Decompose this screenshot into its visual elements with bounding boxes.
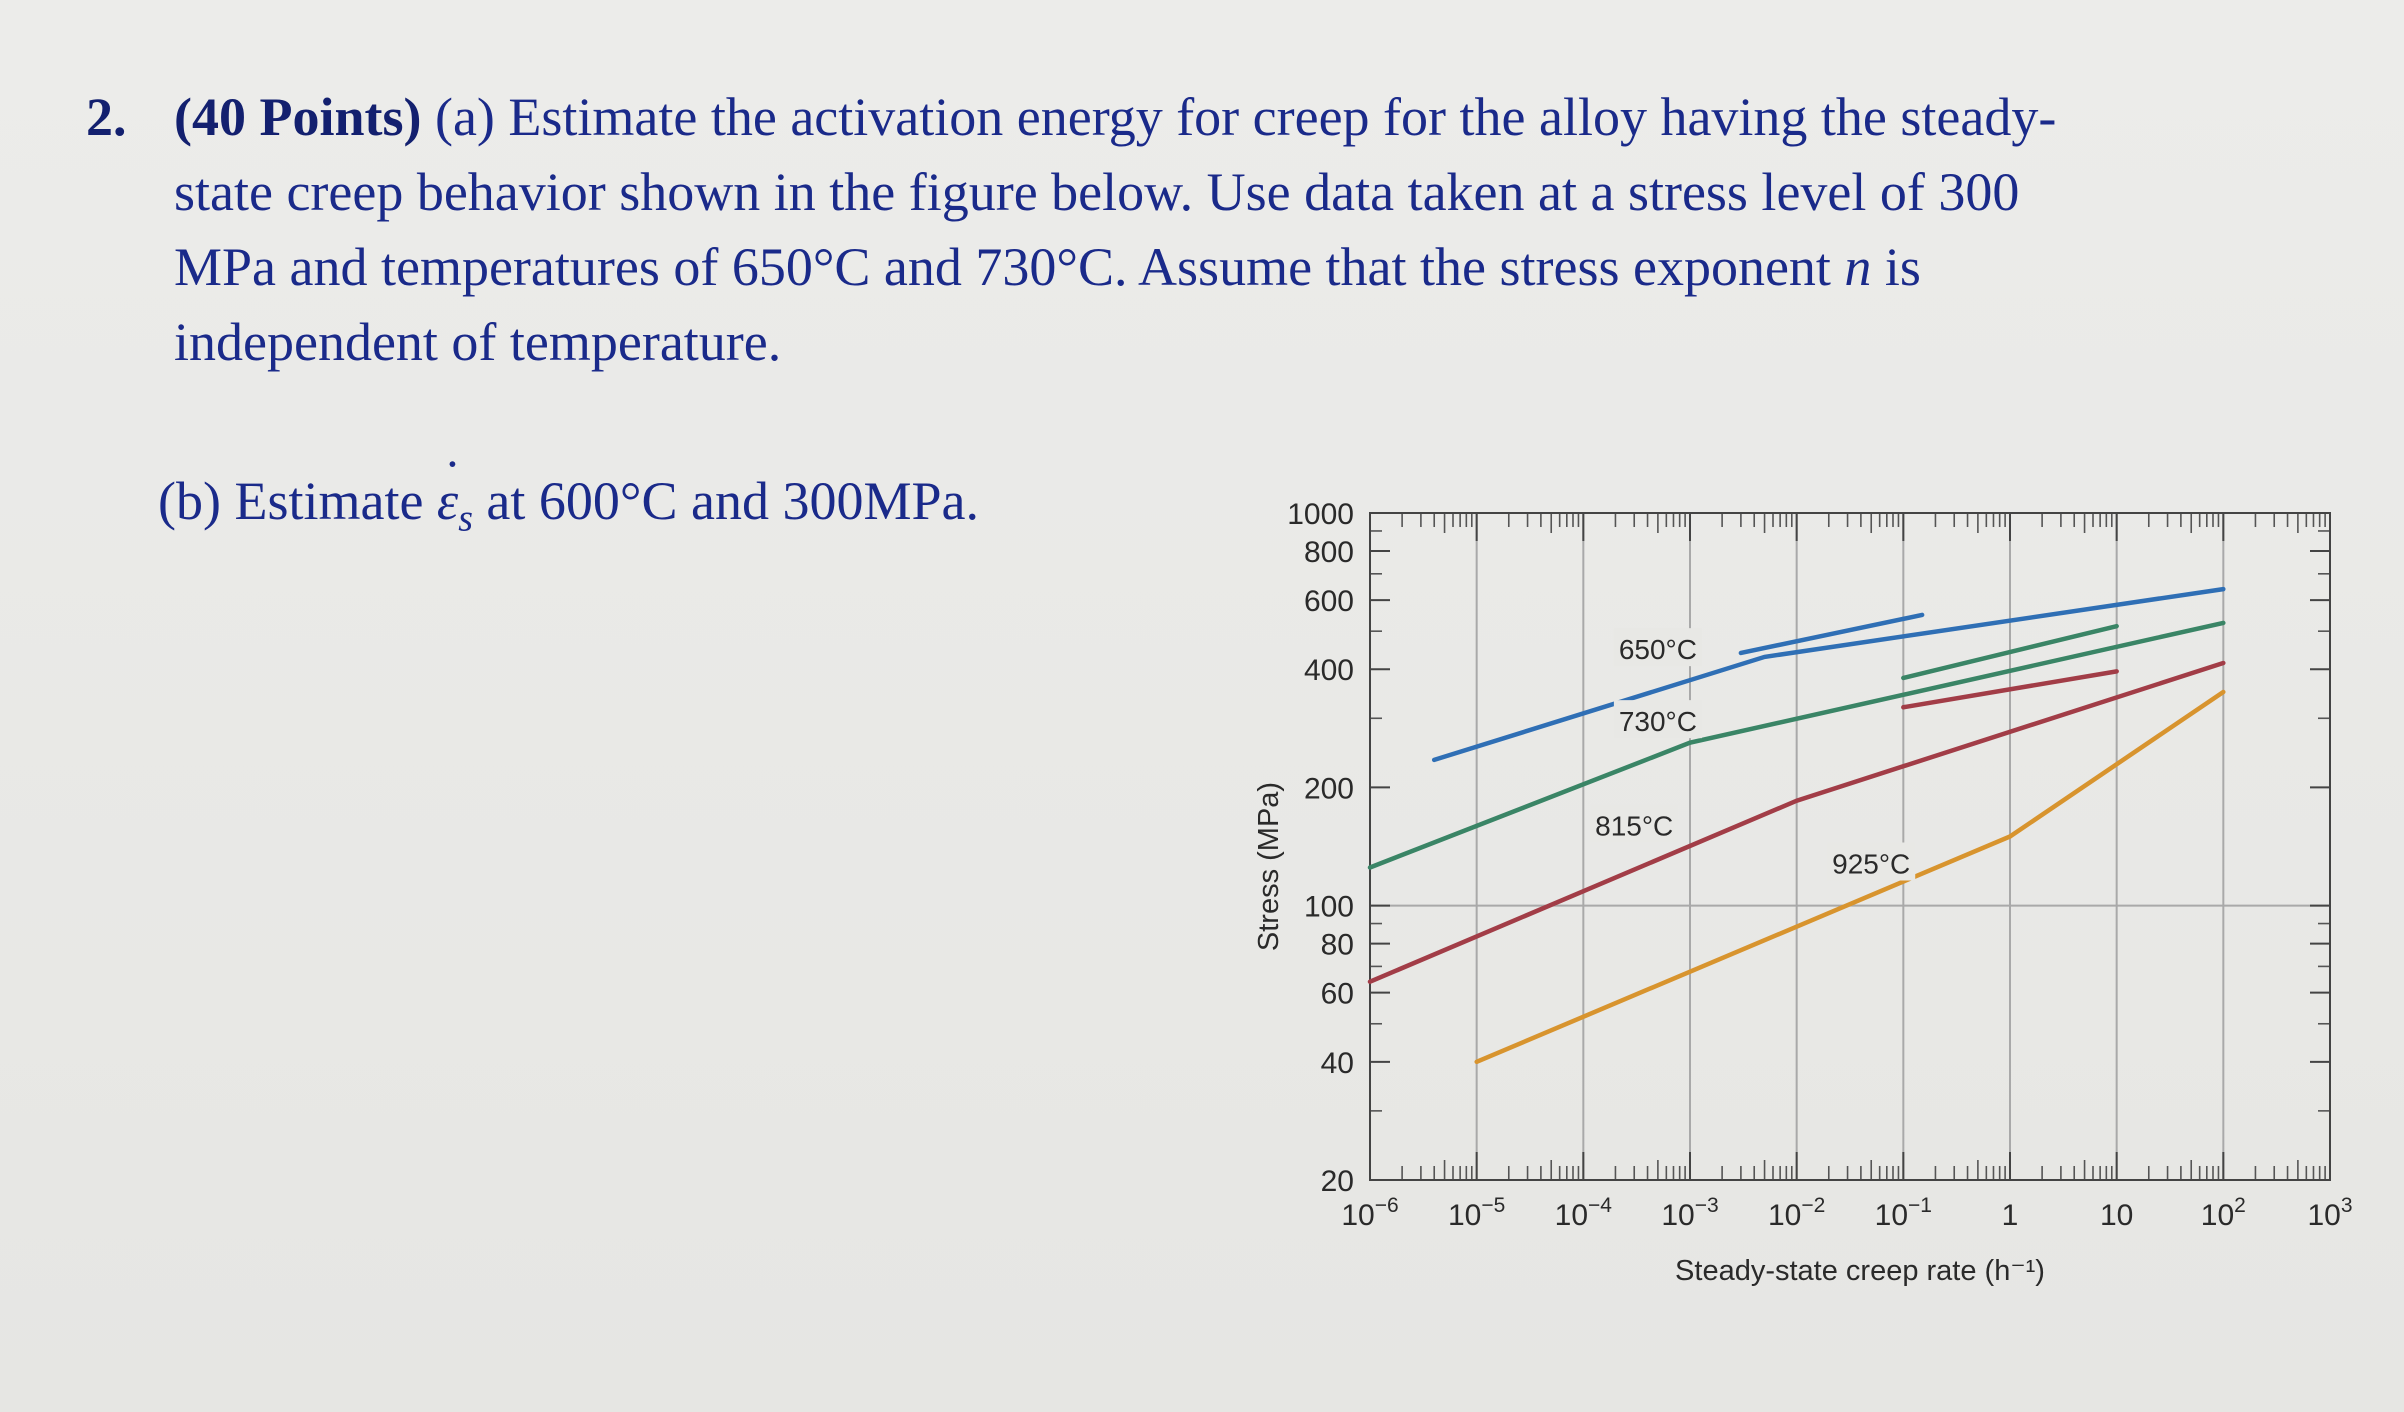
minor-ticks (1369, 512, 2330, 1181)
series-label: 815°C (1595, 810, 1673, 841)
series-layer (1367, 586, 2226, 1065)
part-b-text: at 600°C and 300MPa. (486, 471, 979, 531)
y-tick-label: 800 (1304, 536, 1354, 569)
series-line-1 (1367, 620, 2226, 870)
series-segment-2 (1901, 669, 2119, 710)
x-tick-label: 102 (2201, 1194, 2246, 1232)
problem-line-1-text: Estimate the activation energy for creep… (508, 87, 2057, 147)
x-tick-label: 10−4 (1555, 1194, 1613, 1232)
y-tick-label: 600 (1304, 585, 1354, 618)
series-label: 650°C (1619, 634, 1697, 665)
strain-rate-subscript: s (458, 497, 473, 540)
x-axis-title: Steady-state creep rate (h⁻¹) (1675, 1255, 2045, 1287)
stress-exponent-symbol: n (1844, 237, 1872, 297)
y-tick-label: 80 (1321, 929, 1354, 962)
part-a-label: (a) (434, 87, 495, 147)
series-label: 925°C (1832, 849, 1910, 880)
x-tick-label: 103 (2307, 1194, 2352, 1232)
plot-frame (1369, 512, 2331, 1181)
y-tick-label: 60 (1321, 978, 1354, 1011)
y-axis-title: Stress (MPa) (1253, 782, 1285, 951)
series-label-bg (1827, 842, 1916, 881)
series-label: 730°C (1619, 706, 1697, 737)
part-b-question: (b) Estimate ˙ εs at 600°C and 300MPa. (158, 449, 979, 540)
x-tick-label: 10−5 (1448, 1194, 1505, 1232)
x-tick-label: 10−2 (1768, 1194, 1825, 1232)
problem-line-1: (40 Points) (a) Estimate the activation … (174, 80, 2056, 155)
series-label-bg (1613, 628, 1702, 667)
y-tick-label: 100 (1304, 891, 1354, 924)
y-tick-label: 20 (1321, 1165, 1354, 1198)
x-tick-label: 10−6 (1341, 1194, 1398, 1232)
y-tick-label: 40 (1321, 1047, 1354, 1080)
y-tick-label: 400 (1304, 654, 1354, 687)
problem-number: 2. (86, 87, 127, 147)
series-segment-1 (1901, 623, 2119, 681)
series-segment-0 (1738, 612, 1925, 656)
series-label-bg (1613, 700, 1702, 739)
x-tick-label: 10−3 (1661, 1194, 1718, 1232)
part-b-label: (b) Estimate (158, 471, 424, 531)
series-line-0 (1431, 586, 2226, 763)
series-line-3 (1474, 689, 2226, 1065)
x-tick-label: 1 (2002, 1199, 2019, 1232)
problem-line-4: independent of temperature. (174, 312, 782, 372)
series-label-bg (1590, 804, 1679, 843)
y-tick-label: 200 (1304, 772, 1354, 805)
strain-rate-symbol: ˙ εs (436, 449, 473, 540)
label-layer: 650°C 730°C 815°C 925°C (1590, 628, 1916, 881)
x-tick-label: 10 (2100, 1199, 2133, 1232)
problem-line-2: state creep behavior shown in the figure… (174, 162, 2020, 222)
problem-line-3-end: is (1884, 237, 1921, 297)
points-label: (40 Points) (174, 87, 422, 147)
problem-line-3: MPa and temperatures of 650°C and 730°C.… (174, 230, 1921, 305)
x-tick-label: 10−1 (1875, 1194, 1932, 1232)
series-line-2 (1367, 660, 2226, 984)
y-tick-label: 1000 (1287, 498, 1354, 531)
problem-line-3-text: MPa and temperatures of 650°C and 730°C.… (174, 237, 1831, 297)
